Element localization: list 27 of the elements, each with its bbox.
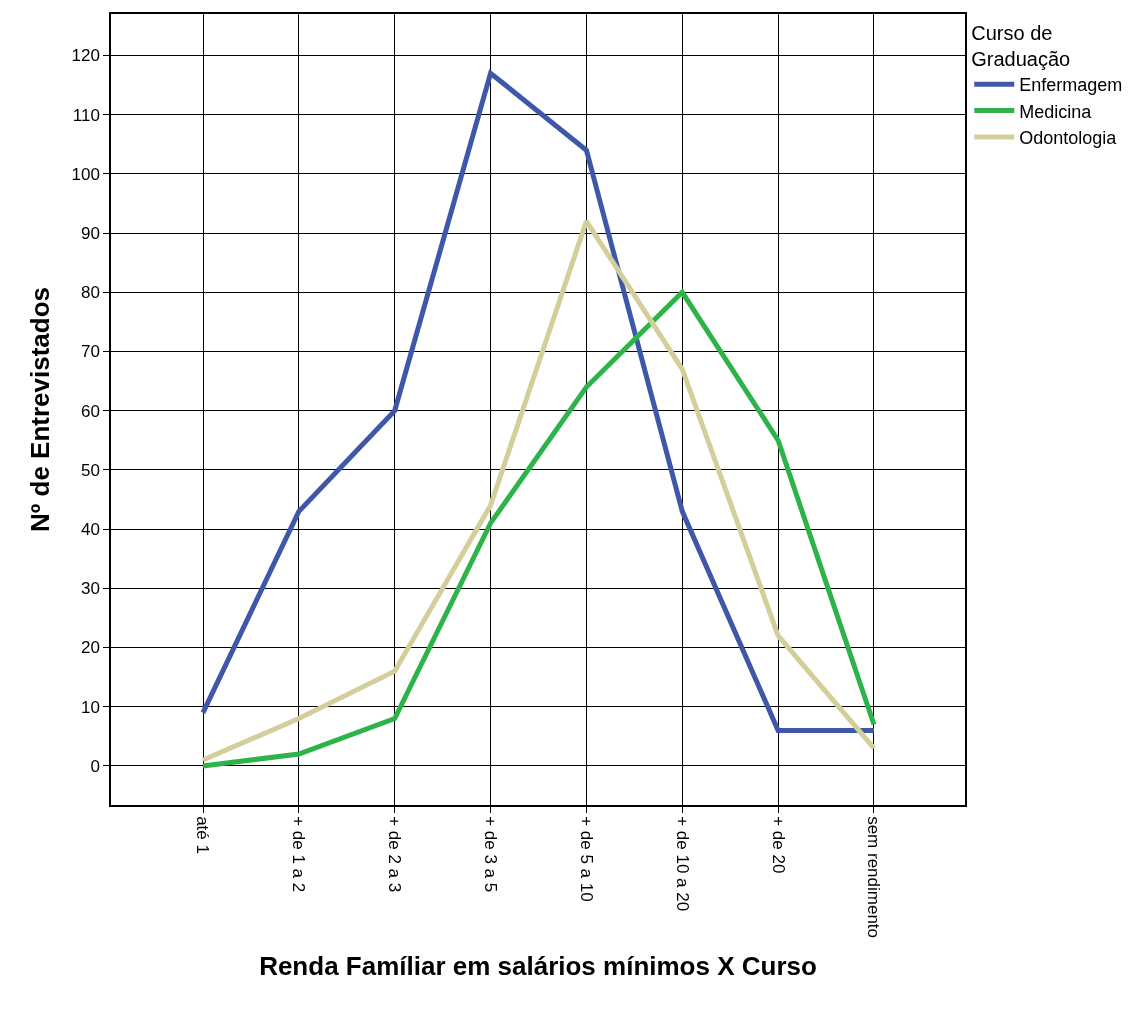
y-tick-label: 50 [80,460,100,480]
y-tick-label: 90 [80,224,100,244]
x-tick-label: + de 5 a 10 [576,816,596,902]
y-tick-label: 20 [80,638,100,658]
x-tick-label: sem rendimento [864,816,884,939]
legend-title: Curso de Graduação [971,22,1071,70]
y-tick-label: 120 [71,46,100,66]
x-tick-label: + de 2 a 3 [385,816,405,893]
y-tick-label: 60 [80,401,100,421]
legend-label: Enfermagem [1019,75,1123,96]
x-tick-label: + de 1 a 2 [289,816,309,893]
x-tick-label: + de 20 [768,816,788,874]
y-tick-label: 10 [80,697,100,717]
y-axis-title: Nº de Entrevistados [25,286,56,533]
y-tick-label: 0 [90,756,100,776]
legend-label: Odontologia [1019,128,1118,149]
x-tick-label: + de 3 a 5 [481,816,501,893]
y-tick-label: 100 [71,164,100,184]
x-tick-label: + de 10 a 20 [672,816,692,912]
y-tick-label: 80 [80,283,100,303]
x-axis-title: Renda Famíliar em salários mínimos X Curso [259,951,817,982]
y-tick-label: 110 [72,105,100,125]
y-tick-label: 40 [80,520,100,540]
x-tick-label: até 1 [193,816,213,854]
y-tick-label: 70 [80,342,100,362]
legend-label: Medicina [1019,101,1093,122]
y-tick-label: 30 [80,579,100,599]
